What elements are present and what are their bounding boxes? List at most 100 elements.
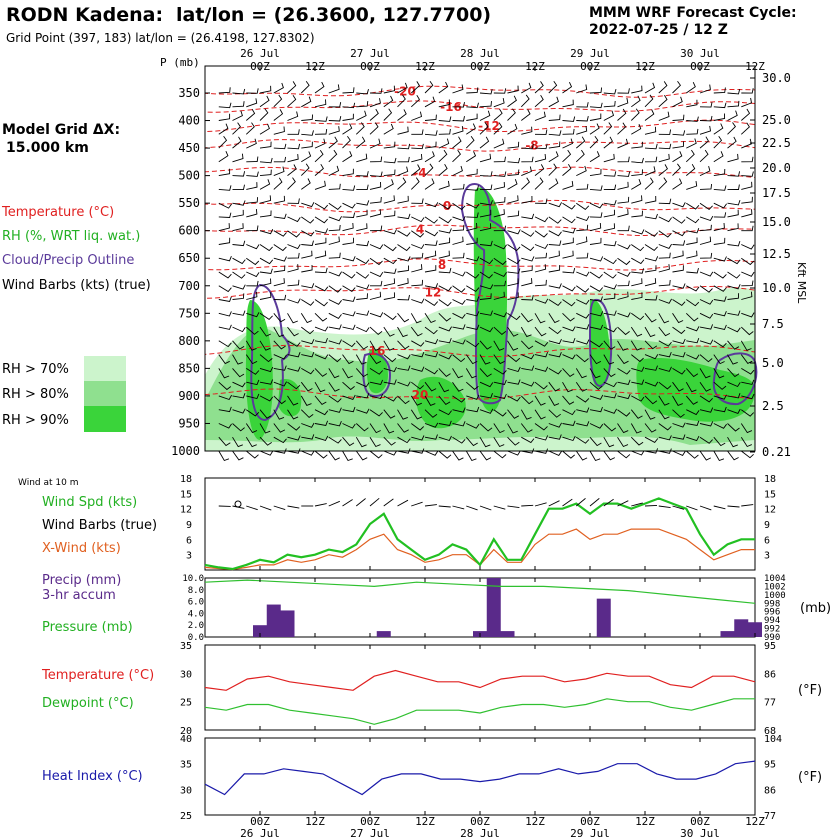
wind-barb xyxy=(314,216,328,224)
surface-wind-barb xyxy=(672,505,685,510)
wind-barb xyxy=(355,354,367,365)
wind-barb xyxy=(493,271,507,277)
wind-barb xyxy=(672,114,685,121)
wind-barb xyxy=(314,228,329,234)
wind-barb xyxy=(479,136,490,149)
wind-tick-left: 6 xyxy=(186,535,192,546)
wind-barb xyxy=(259,436,272,446)
wind-barb xyxy=(424,326,438,335)
wind-barb xyxy=(246,88,259,94)
wind-barb xyxy=(507,257,521,265)
wind-barb xyxy=(548,313,560,324)
wind-barb xyxy=(411,298,425,304)
wind-barb xyxy=(521,230,535,237)
wind-barb xyxy=(424,450,439,456)
wind-barb xyxy=(534,435,549,441)
wind-barb xyxy=(328,421,342,427)
wind-barb xyxy=(466,87,479,94)
wind-barb xyxy=(328,236,340,245)
wind-barb xyxy=(245,423,258,434)
wind-barb xyxy=(699,354,713,363)
wind-barb xyxy=(273,166,285,177)
cloud-outline-4 xyxy=(588,298,613,388)
surface-wind-barb xyxy=(521,504,534,507)
wind-barb xyxy=(520,177,530,190)
wind-barb xyxy=(644,313,657,323)
wind-barb xyxy=(246,138,257,149)
wind-speed-line xyxy=(204,497,755,571)
wind-barb xyxy=(672,283,686,289)
wind-tick-left: 18 xyxy=(180,474,192,485)
legend-xwind: X-Wind (kts) xyxy=(42,541,121,556)
wind-barb xyxy=(534,326,547,337)
wind-barb xyxy=(273,340,286,350)
wind-barb xyxy=(548,130,562,136)
wind-barb xyxy=(685,368,699,378)
height-tick-label: 25.0 xyxy=(762,113,791,127)
surface-wind-barb xyxy=(699,505,712,511)
wind-barb xyxy=(686,250,698,259)
wind-barb xyxy=(562,180,574,190)
wind-barb xyxy=(589,324,604,331)
wind-barb xyxy=(383,312,397,321)
wind-barb xyxy=(713,368,725,379)
wind-barb xyxy=(314,202,329,210)
wind-barb xyxy=(631,268,645,274)
wind-barb xyxy=(521,448,535,454)
wind-barb xyxy=(438,450,452,459)
temperature-contour-3 xyxy=(204,119,756,133)
wind-barb xyxy=(521,278,533,287)
wind-barb xyxy=(658,129,672,135)
wind-barb xyxy=(658,423,672,431)
wind-barb xyxy=(259,85,272,94)
wind-barb xyxy=(493,98,505,108)
wind-barb xyxy=(314,138,326,149)
wind-barb xyxy=(218,406,232,413)
wind-barb xyxy=(342,185,356,191)
wind-barb xyxy=(603,381,617,388)
wind-barb xyxy=(314,299,328,307)
wind-barb xyxy=(617,209,629,218)
wind-barb xyxy=(507,157,521,164)
cloud-outline-5 xyxy=(712,352,758,406)
surface-wind-barb xyxy=(575,498,586,507)
wind-barb xyxy=(424,409,438,418)
wind-barb xyxy=(672,265,684,273)
wind-barb xyxy=(672,163,681,176)
wind-barb xyxy=(452,136,462,149)
wind-barb xyxy=(301,299,315,306)
wind-barb xyxy=(300,163,310,176)
surface-wind-barb xyxy=(314,503,327,507)
wind-barb xyxy=(520,94,530,108)
wind-barb xyxy=(314,435,329,441)
legend-precip-accum: 3-hr accum xyxy=(42,588,116,603)
wind-barb xyxy=(686,435,700,442)
wind-barb xyxy=(259,123,270,135)
wind-barb xyxy=(301,230,315,237)
wind-barb xyxy=(727,153,739,163)
wind-barb xyxy=(383,379,397,385)
wind-barb xyxy=(411,216,425,223)
wind-barb xyxy=(741,225,754,232)
wind-barb xyxy=(741,196,753,204)
surface-wind-barb xyxy=(562,498,573,507)
wind-barb xyxy=(342,102,356,109)
cross-section-panel: -20 -16 -12 -8 -4 0 4 8 12 16 20 350 400 450 500 550 600… xyxy=(171,47,791,462)
wind-barb xyxy=(314,99,327,108)
wind-barb xyxy=(259,257,274,265)
wind-barb xyxy=(452,381,464,392)
wind-barb xyxy=(342,394,356,400)
wind-barb xyxy=(727,423,740,432)
wind-barb xyxy=(562,202,576,210)
wind-barb xyxy=(686,216,700,224)
wind-barb xyxy=(507,312,521,321)
wind-barb xyxy=(411,111,423,121)
wind-barb xyxy=(617,450,631,459)
wind-barb xyxy=(218,381,232,391)
pressure-unit: (mb) xyxy=(800,601,831,616)
wind-barb xyxy=(699,165,711,177)
wind-barb xyxy=(658,164,668,176)
wind-barb xyxy=(644,244,658,251)
wind-barb xyxy=(287,230,301,238)
wind-barb xyxy=(466,340,480,348)
